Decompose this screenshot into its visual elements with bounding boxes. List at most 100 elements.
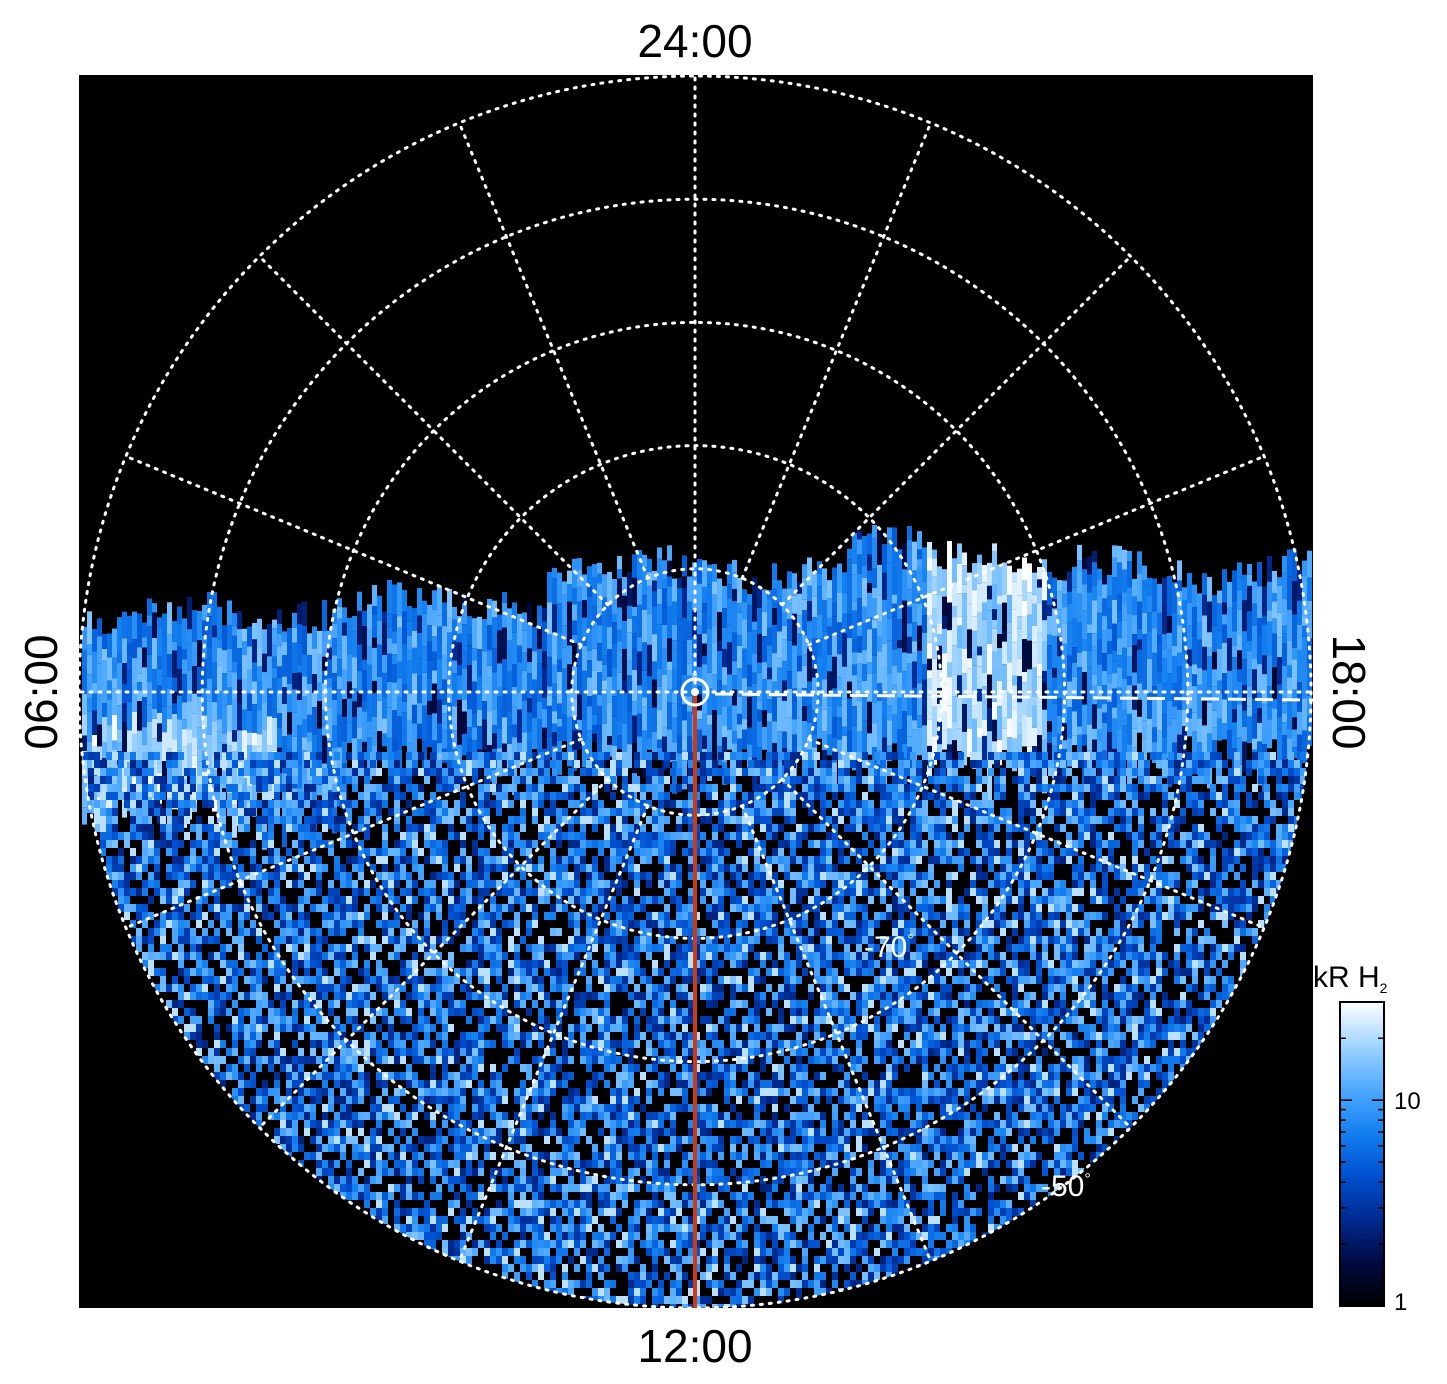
emission-cell — [154, 840, 160, 848]
emission-cell — [1082, 610, 1087, 640]
emission-cell — [652, 896, 658, 904]
emission-cell — [760, 880, 766, 888]
emission-cell — [682, 904, 688, 912]
emission-cell — [1258, 856, 1264, 864]
emission-cell — [832, 864, 838, 872]
emission-cell — [702, 655, 707, 665]
emission-cell — [502, 872, 508, 880]
emission-cell — [1157, 634, 1162, 643]
emission-cell — [736, 752, 742, 760]
emission-cell — [1294, 776, 1300, 784]
emission-cell — [142, 840, 148, 848]
emission-cell — [522, 612, 527, 631]
emission-cell — [807, 601, 812, 622]
emission-cell — [730, 760, 736, 768]
emission-cell — [136, 792, 142, 800]
emission-cell — [736, 768, 742, 776]
emission-cell — [977, 688, 982, 702]
emission-cell — [202, 752, 208, 760]
emission-cell — [1000, 776, 1006, 784]
emission-cell — [822, 750, 827, 768]
emission-cell — [436, 872, 442, 880]
emission-cell — [602, 689, 607, 724]
emission-cell — [642, 670, 647, 698]
emission-cell — [782, 588, 787, 613]
emission-cell — [1172, 683, 1177, 707]
emission-cell — [1267, 581, 1272, 611]
emission-cell — [766, 824, 772, 832]
emission-cell — [400, 840, 406, 848]
emission-cell — [1257, 586, 1262, 619]
emission-cell — [610, 776, 616, 784]
emission-cell — [352, 616, 357, 632]
emission-cell — [627, 711, 632, 745]
emission-cell — [1012, 609, 1017, 643]
emission-cell — [1222, 776, 1228, 784]
emission-cell — [787, 688, 792, 718]
emission-cell — [1077, 593, 1082, 623]
emission-cell — [964, 792, 970, 800]
emission-cell — [526, 840, 532, 848]
emission-cell — [677, 577, 682, 589]
emission-cell — [814, 824, 820, 832]
emission-cell — [1072, 872, 1078, 880]
emission-cell — [808, 760, 814, 768]
emission-cell — [832, 784, 838, 792]
emission-cell — [838, 840, 844, 848]
emission-cell — [822, 731, 827, 751]
emission-cell — [1042, 752, 1048, 760]
emission-cell — [757, 721, 762, 748]
emission-cell — [1042, 800, 1048, 808]
emission-cell — [447, 588, 452, 618]
emission-cell — [1207, 702, 1212, 734]
emission-cell — [892, 880, 898, 888]
emission-cell — [958, 840, 964, 848]
emission-cell — [286, 824, 292, 832]
emission-cell — [520, 888, 526, 896]
emission-cell — [790, 848, 796, 856]
emission-cell — [962, 731, 967, 766]
emission-cell — [802, 599, 807, 610]
emission-cell — [292, 642, 297, 674]
emission-cell — [1162, 713, 1167, 737]
emission-cell — [430, 880, 436, 888]
emission-cell — [130, 784, 136, 792]
emission-cell — [482, 619, 487, 652]
emission-cell — [717, 640, 722, 652]
emission-cell — [658, 856, 664, 864]
emission-cell — [820, 872, 826, 880]
emission-cell — [407, 649, 412, 661]
emission-cell — [778, 840, 784, 848]
emission-cell — [532, 694, 537, 718]
emission-cell — [812, 668, 817, 678]
emission-cell — [790, 776, 796, 784]
emission-cell — [1132, 840, 1138, 848]
emission-cell — [1197, 718, 1202, 743]
emission-cell — [298, 896, 304, 904]
emission-cell — [92, 651, 97, 683]
emission-cell — [1007, 632, 1012, 663]
emission-cell — [406, 896, 412, 904]
emission-cell — [682, 555, 687, 577]
emission-cell — [316, 752, 322, 760]
emission-cell — [1276, 776, 1282, 784]
emission-cell — [382, 872, 388, 880]
emission-cell — [250, 752, 256, 760]
emission-cell — [838, 784, 844, 792]
emission-cell — [160, 792, 166, 800]
emission-cell — [1192, 848, 1198, 856]
emission-cell — [268, 808, 274, 816]
emission-cell — [112, 740, 117, 750]
emission-cell — [1172, 706, 1177, 719]
emission-cell — [947, 728, 952, 745]
emission-cell — [947, 573, 952, 603]
emission-cell — [286, 760, 292, 768]
emission-cell — [937, 721, 942, 745]
emission-cell — [527, 698, 532, 713]
emission-cell — [862, 880, 868, 888]
emission-cell — [757, 672, 762, 701]
emission-cell — [1062, 623, 1067, 644]
emission-cell — [850, 792, 856, 800]
emission-cell — [1144, 872, 1150, 880]
